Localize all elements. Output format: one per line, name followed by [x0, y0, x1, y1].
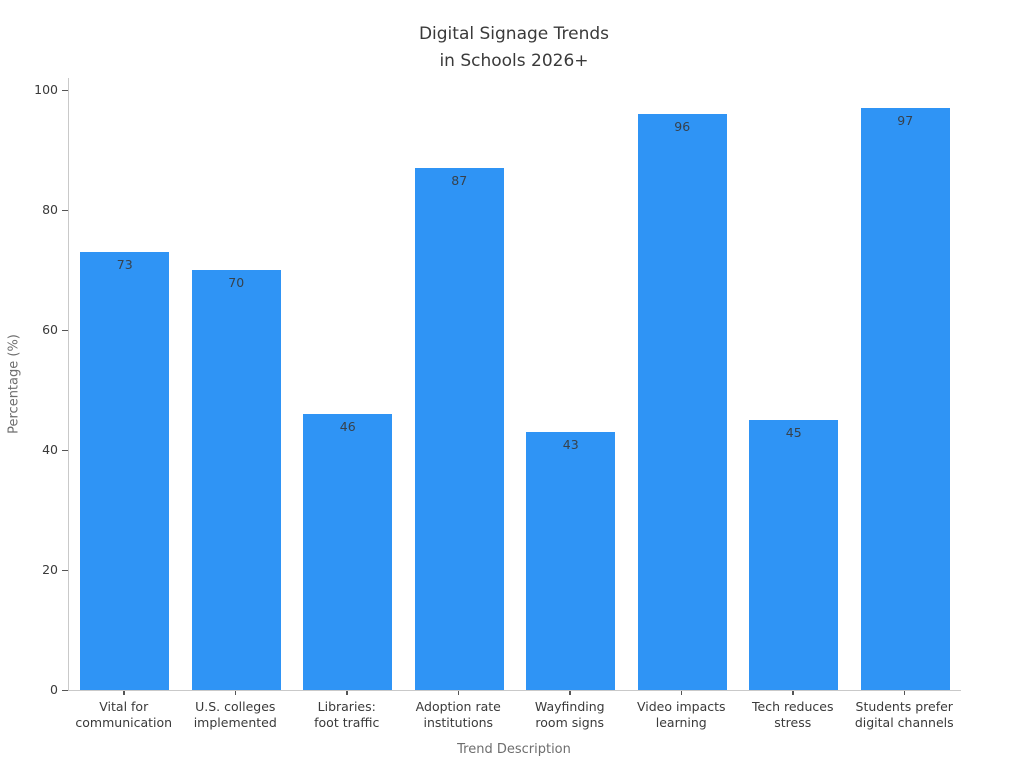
plot-area: 73 70 46 87 43 96 45 97 [68, 78, 961, 691]
bar-value-label: 45 [785, 425, 802, 440]
y-tick-mark [62, 689, 68, 691]
x-tick-label: Adoption rate institutions [415, 699, 501, 730]
y-tick-label: 40 [42, 442, 58, 457]
y-tick-mark [62, 449, 68, 451]
x-tick-label: U.S. colleges implemented [193, 699, 277, 730]
bar: 73 [80, 252, 170, 690]
x-tick-label: Video impacts learning [636, 699, 726, 730]
y-tick-label: 60 [42, 322, 58, 337]
bar-value-label: 43 [562, 437, 579, 452]
x-tick-mark [680, 691, 683, 696]
bar: 45 [749, 420, 839, 690]
x-tick-label: Wayfinding room signs [534, 699, 605, 730]
x-tick-mark [457, 691, 460, 696]
bar: 43 [526, 432, 616, 690]
bar-value-label: 87 [451, 173, 468, 188]
chart-title: Digital Signage Trends in Schools 2026+ [418, 24, 610, 71]
bar: 97 [860, 108, 950, 690]
y-tick-mark [62, 89, 68, 91]
x-tick-label: Tech reduces stress [752, 699, 834, 730]
x-tick-mark [569, 691, 571, 696]
y-tick-label: 100 [34, 82, 58, 97]
x-tick-mark [346, 691, 348, 696]
x-axis-label: Trend Description [457, 742, 571, 757]
x-tick-label: Vital for communication [75, 699, 173, 730]
y-tick-label: 20 [42, 562, 58, 577]
y-axis-label: Percentage (%) [6, 334, 22, 434]
x-tick-mark [234, 691, 237, 696]
y-tick-label: 80 [42, 202, 58, 217]
bar-value-label: 73 [116, 257, 133, 272]
x-tick-mark [903, 691, 906, 696]
bar-value-label: 97 [897, 113, 914, 128]
bar-value-label: 70 [228, 275, 245, 290]
bar-value-label: 46 [339, 419, 356, 434]
x-tick-mark [792, 691, 794, 696]
x-tick-label: Students prefer digital channels [854, 699, 954, 730]
bar-value-label: 96 [674, 119, 691, 134]
bar: 46 [303, 414, 393, 690]
bar: 70 [191, 270, 281, 690]
bar: 87 [414, 168, 504, 690]
y-tick-mark [62, 329, 68, 331]
bars: 73 70 46 87 43 96 45 97 [69, 78, 961, 690]
y-tick-mark [62, 569, 68, 571]
x-tick-mark [123, 691, 125, 696]
bar: 96 [637, 114, 727, 690]
y-tick-mark [62, 209, 68, 211]
x-tick-label: Libraries: foot traffic [314, 699, 380, 730]
y-tick-label: 0 [50, 682, 58, 697]
